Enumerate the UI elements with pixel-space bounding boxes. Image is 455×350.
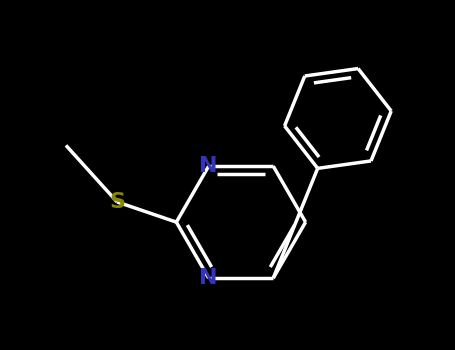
Text: S: S <box>109 192 125 212</box>
Text: N: N <box>199 268 218 288</box>
Text: N: N <box>199 156 218 176</box>
